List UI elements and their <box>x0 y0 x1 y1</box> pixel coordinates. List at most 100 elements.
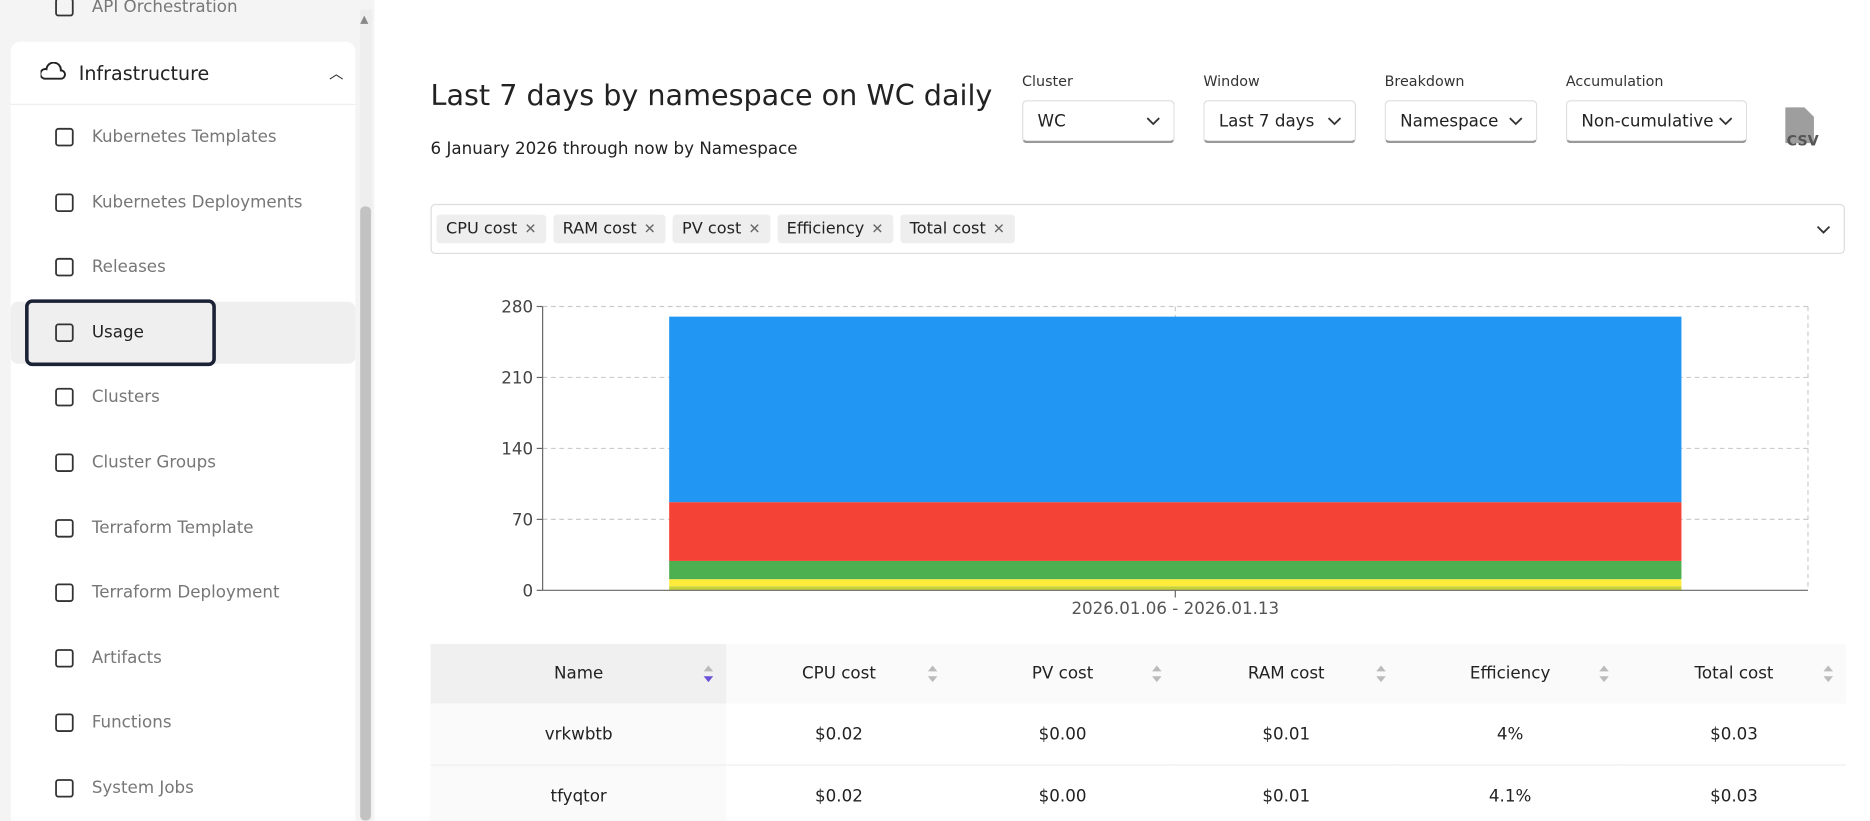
sidebar-item[interactable]: Functions <box>11 692 356 754</box>
chip-label: Efficiency <box>786 219 865 239</box>
sort-icon <box>704 665 714 683</box>
page-subtitle: 6 January 2026 through now by Namespace <box>430 139 798 159</box>
column-header[interactable]: CPU cost <box>726 644 952 704</box>
table-cell: 4.1% <box>1398 765 1622 821</box>
column-header[interactable]: Name <box>430 644 727 704</box>
sidebar-item[interactable]: Clusters <box>11 367 356 429</box>
sort-icon <box>928 665 938 683</box>
column-header[interactable]: Efficiency <box>1398 644 1622 704</box>
csv-button[interactable]: CSV <box>1781 105 1829 150</box>
column-label: RAM cost <box>1247 664 1325 684</box>
icon <box>55 258 74 277</box>
sidebar-label: Kubernetes Deployments <box>91 192 303 212</box>
column-header[interactable]: PV cost <box>951 644 1175 704</box>
icon <box>55 127 74 147</box>
sidebar-item[interactable]: Kubernetes Deployments <box>11 171 356 233</box>
icon <box>55 713 74 733</box>
icon <box>55 518 74 538</box>
sidebar-label: Releases <box>91 257 166 277</box>
filter-value: Last 7 days <box>1218 111 1315 131</box>
chevron <box>1327 116 1342 125</box>
collapse-icon: ︿ <box>329 64 344 82</box>
filter-value: Namespace <box>1400 111 1499 131</box>
sidebar-item[interactable]: Releases <box>11 236 356 298</box>
filter-select[interactable]: Last 7 days <box>1203 100 1356 144</box>
chip[interactable]: Efficiency ✕ <box>777 214 893 244</box>
filter-select[interactable]: WC <box>1022 100 1175 144</box>
filter-value: Non-cumulative <box>1581 111 1714 131</box>
sidebar: API Orchestration Infrastructure ︿ Kubernet… <box>0 0 375 821</box>
table-cell: $0.00 <box>951 765 1175 821</box>
table-cell: $0.00 <box>951 703 1175 766</box>
page-title: Last 7 days by namespace on WC daily <box>430 78 993 113</box>
sidebar-label: System Jobs <box>91 778 194 798</box>
column-header[interactable]: Total cost <box>1621 644 1847 704</box>
sort-icon <box>1151 665 1161 683</box>
column-header[interactable]: RAM cost <box>1174 644 1399 704</box>
chip-label: PV cost <box>682 219 742 239</box>
table-row[interactable]: vrkwbtb $0.02 $0.00 $0.01 4% $0.03 <box>430 703 1847 766</box>
chip-remove[interactable]: ✕ <box>643 220 656 238</box>
sidebar-item[interactable]: Infrastructure ︿ <box>10 42 356 105</box>
bar-segment <box>669 579 1682 587</box>
csv-label: CSV <box>1787 133 1819 149</box>
column-label: Efficiency <box>1469 664 1551 684</box>
chart: 0 70 140 210 280 2026.01.06 - 2026.01.13 <box>501 297 1809 618</box>
y-tick-label: 280 <box>501 297 533 316</box>
chip[interactable]: PV cost ✕ <box>672 214 770 244</box>
icon <box>55 323 74 342</box>
chip[interactable]: RAM cost ✕ <box>553 214 666 244</box>
sidebar-item[interactable]: System Jobs <box>11 757 356 819</box>
sidebar-item[interactable]: Kubernetes Templates <box>11 106 356 168</box>
scrollbar-thumb[interactable] <box>360 206 371 821</box>
sort-icon <box>1599 665 1609 683</box>
sidebar-item[interactable]: Artifacts <box>11 627 356 689</box>
sidebar-label: Infrastructure <box>78 61 210 85</box>
chip[interactable]: Total cost ✕ <box>900 214 1015 244</box>
chip-remove[interactable]: ✕ <box>748 220 761 238</box>
filter-label: Cluster <box>1022 72 1073 90</box>
chevron <box>1146 116 1160 125</box>
chip[interactable]: CPU cost ✕ <box>436 214 546 244</box>
chip-remove[interactable]: ✕ <box>992 220 1005 238</box>
sidebar-panel <box>10 41 356 821</box>
bar-segment <box>669 560 1682 580</box>
sidebar-item[interactable]: Terraform Deployment <box>11 562 356 624</box>
sidebar-label: Clusters <box>91 388 160 408</box>
bar-segment <box>669 586 1682 591</box>
column-label: Total cost <box>1694 664 1774 684</box>
table-cell: $0.03 <box>1621 703 1847 766</box>
table-cell: tfyqtor <box>430 765 727 821</box>
icon <box>55 193 74 212</box>
bar-segment <box>669 316 1682 503</box>
filter-label: Breakdown <box>1384 72 1465 90</box>
sidebar-item[interactable]: API Orchestration <box>11 0 356 38</box>
column-label: Name <box>554 664 604 684</box>
scroll-up[interactable]: ▲ <box>360 14 369 27</box>
table-body: vrkwbtb $0.02 $0.00 $0.01 4% $0.03 tfyqtor $0.0… <box>430 703 1847 821</box>
sidebar-item[interactable]: Usage <box>10 299 356 366</box>
icon <box>55 0 74 17</box>
filter-label: Accumulation <box>1565 72 1664 90</box>
sidebar-label: Terraform Template <box>91 518 254 538</box>
y-tick-label: 210 <box>501 368 533 387</box>
chip-label: RAM cost <box>562 219 637 239</box>
icon <box>55 583 74 603</box>
filter-value: WC <box>1037 111 1066 131</box>
table-cell: vrkwbtb <box>430 703 727 766</box>
table-cell: $0.02 <box>726 765 952 821</box>
filter-select[interactable]: Non-cumulative <box>1565 100 1748 144</box>
x-tick-label: 2026.01.06 - 2026.01.13 <box>1071 599 1279 618</box>
sidebar-item[interactable]: Cluster Groups <box>11 432 356 494</box>
chip-remove[interactable]: ✕ <box>524 220 537 238</box>
filter-select[interactable]: Namespace <box>1384 100 1538 144</box>
csv-icon: CSV <box>1785 107 1819 149</box>
chevron <box>1509 116 1523 125</box>
metric-select[interactable]: CPU cost ✕ RAM cost ✕ PV cost ✕ Efficiency ✕ Tot… <box>430 203 1845 255</box>
sidebar-label: Usage <box>91 322 144 343</box>
chip-remove[interactable]: ✕ <box>871 220 884 238</box>
y-tick-label: 70 <box>512 510 533 529</box>
sidebar-item[interactable]: Terraform Template <box>11 497 356 559</box>
chip-label: CPU cost <box>446 219 518 239</box>
table-row[interactable]: tfyqtor $0.02 $0.00 $0.01 4.1% $0.03 <box>430 765 1847 821</box>
